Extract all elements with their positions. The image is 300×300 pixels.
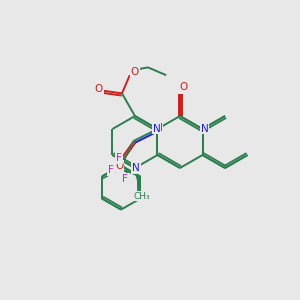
Text: O: O [179,82,187,92]
Text: N: N [201,124,208,134]
Text: F: F [116,153,122,163]
Text: CH₃: CH₃ [134,192,151,201]
Text: O: O [94,84,103,94]
Text: O: O [115,161,123,171]
Text: O: O [130,67,139,77]
Text: N: N [153,124,160,134]
Text: F: F [122,174,128,184]
Text: N: N [154,123,162,133]
Text: N: N [132,163,140,173]
Text: F: F [108,165,114,175]
